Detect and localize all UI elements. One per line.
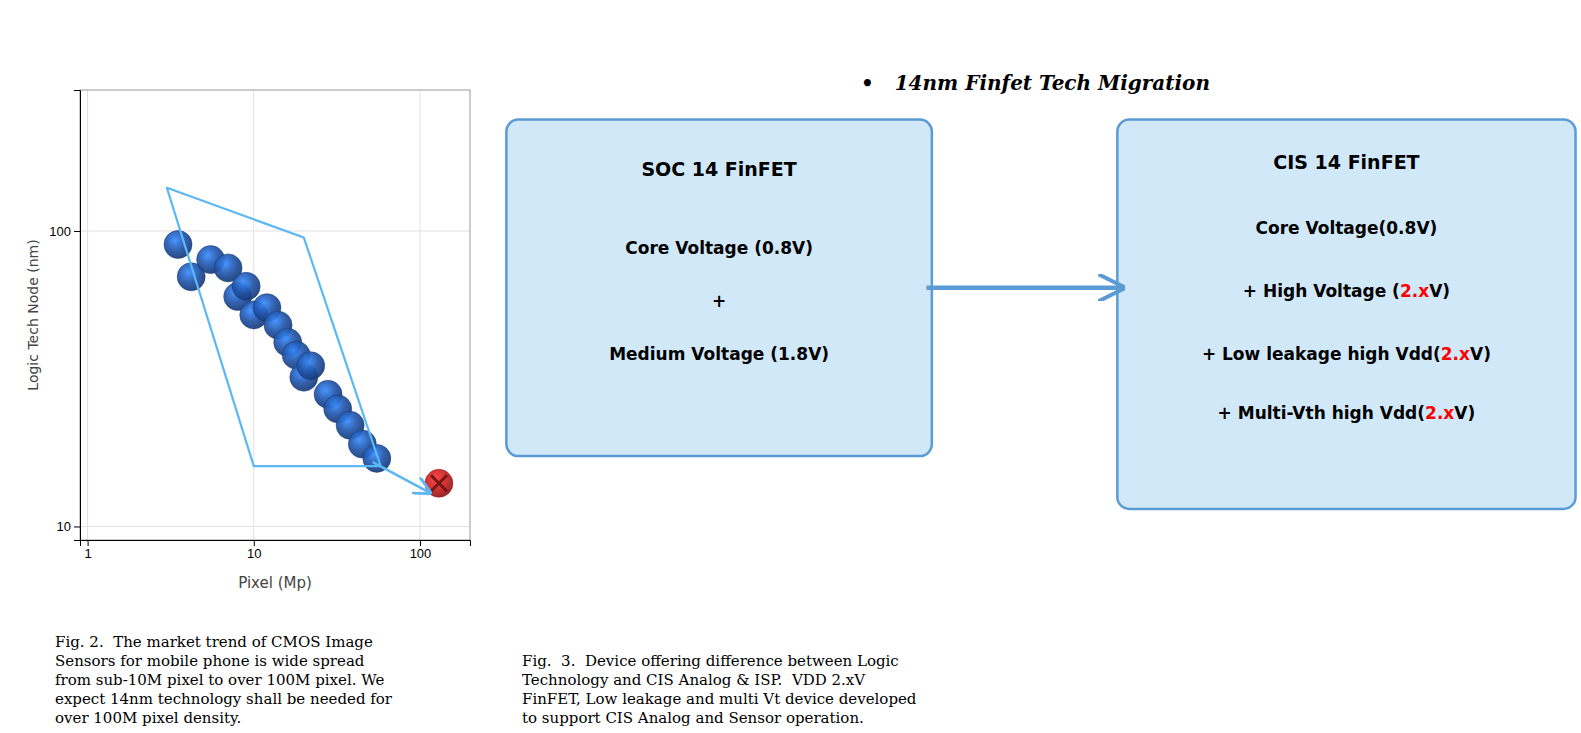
box-text: V) — [1454, 403, 1475, 423]
marks — [164, 188, 453, 497]
box-line: Medium Voltage (1.8V) — [609, 344, 829, 364]
caption-line: to support CIS Analog and Sensor operati… — [522, 709, 864, 727]
box-text: V) — [1429, 281, 1450, 301]
grid-line-y — [80, 230, 470, 231]
box-line: Core Voltage (0.8V) — [625, 238, 813, 258]
box-line: Core Voltage(0.8V) — [1256, 218, 1438, 238]
grid — [80, 90, 470, 540]
x-axis-label: Pixel (Mp) — [238, 574, 312, 592]
box-line: + High Voltage (2.xV) — [1243, 281, 1450, 301]
tick-mark — [420, 540, 421, 546]
caption-line: Fig. 3. Device offering difference betwe… — [522, 652, 899, 670]
highlight-text: 2.x — [1441, 344, 1470, 364]
tick: 10 — [57, 519, 80, 534]
caption-line: Sensors for mobile phone is wide spread — [55, 652, 365, 670]
chart-root: 1 10 100 10 100 Pixel (Mp) Logic Tech Node (nm… — [0, 0, 1581, 733]
tick-mark — [88, 540, 89, 546]
highlight-text: 2.x — [1400, 281, 1429, 301]
box-shape — [506, 120, 931, 457]
box-text: Core Voltage (0.8V) — [625, 238, 813, 258]
tick-mark — [74, 526, 80, 527]
box-text: + Low leakage high Vdd( — [1202, 344, 1441, 364]
tick: 100 — [49, 224, 80, 239]
highlight-text: 2.x — [1425, 403, 1454, 423]
tick-label: 1 — [84, 546, 91, 561]
tick: 1 — [84, 540, 91, 561]
tick-label: 10 — [247, 546, 261, 561]
tick: 100 — [410, 540, 432, 561]
diagram-box: SOC 14 FinFET Core Voltage (0.8V) + Medium … — [506, 120, 931, 457]
diagram-box: CIS 14 FinFET Core Voltage(0.8V) + High Vo… — [1117, 120, 1575, 509]
tick-label: 10 — [57, 519, 71, 534]
point-x-marker — [431, 475, 447, 491]
box-line: + Low leakage high Vdd(2.xV) — [1202, 344, 1491, 364]
scatter-panel: 1 10 100 10 100 Pixel (Mp) Logic Tech Node (nm… — [25, 90, 471, 592]
tick-mark — [254, 540, 255, 546]
axis-line — [81, 541, 471, 547]
box-title: CIS 14 FinFET — [1273, 151, 1419, 173]
box-text: V) — [1470, 344, 1491, 364]
caption: Fig. 2. The market trend of CMOS ImageSe… — [55, 633, 393, 727]
diagram-title: • 14nm Finfet Tech Migration — [861, 71, 1210, 95]
caption-line: Fig. 2. The market trend of CMOS Image — [55, 633, 373, 651]
caption-line: from sub-10M pixel to over 100M pixel. W… — [55, 671, 384, 689]
grid-line-y — [80, 526, 470, 527]
box-title: SOC 14 FinFET — [641, 158, 796, 180]
plot-frame — [80, 90, 470, 540]
point — [297, 352, 325, 380]
point — [232, 272, 260, 300]
box-text: Medium Voltage (1.8V) — [609, 344, 829, 364]
trend-arrow — [373, 462, 430, 493]
box-text: + Multi-Vth high Vdd( — [1218, 403, 1425, 423]
grid-line-x — [419, 90, 420, 540]
tick: 10 — [247, 540, 261, 561]
trend-outline — [167, 188, 381, 466]
caption-line: FinFET, Low leakage and multi Vt device … — [522, 690, 917, 708]
box-text: Core Voltage(0.8V) — [1256, 218, 1438, 238]
box-line: + Multi-Vth high Vdd(2.xV) — [1218, 403, 1476, 423]
caption-line: expect 14nm technology shall be needed f… — [55, 690, 393, 708]
x-axis: 1 10 100 — [81, 540, 471, 561]
caption: Fig. 3. Device offering difference betwe… — [522, 652, 917, 727]
box-text: + — [712, 291, 726, 311]
scatter-series — [164, 231, 391, 473]
box-shape — [1117, 120, 1575, 509]
tick-mark — [74, 231, 80, 232]
tick-label: 100 — [49, 224, 71, 239]
diagram-panel: • 14nm Finfet Tech Migration SOC 14 FinFE… — [506, 71, 1575, 509]
caption-line: Technology and CIS Analog & ISP. VDD 2.x… — [522, 671, 866, 689]
y-axis-label: Logic Tech Node (nm) — [25, 239, 41, 390]
box-text: + High Voltage ( — [1243, 281, 1400, 301]
axis-line — [74, 91, 81, 541]
box-line: + — [712, 291, 726, 311]
caption-line: over 100M pixel density. — [55, 709, 241, 727]
y-axis: 10 100 — [49, 91, 80, 541]
tick-label: 100 — [410, 546, 432, 561]
box-arrow — [926, 286, 1122, 291]
grid-line-x — [87, 90, 88, 540]
